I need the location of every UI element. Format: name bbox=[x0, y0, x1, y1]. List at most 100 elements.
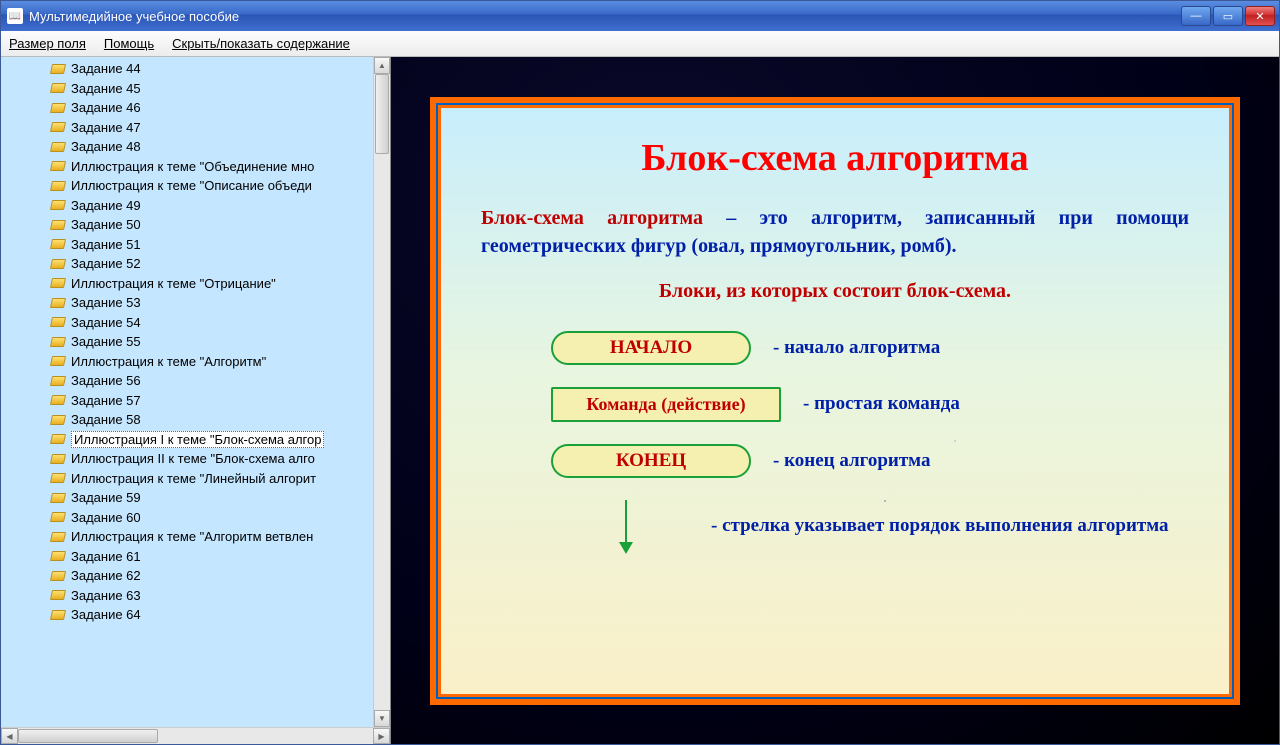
tree-item-label: Иллюстрация I к теме "Блок-схема алгор bbox=[71, 431, 324, 448]
toc-tree: Задание 44 Задание 45Задание 46 Задание 47… bbox=[1, 57, 390, 727]
book-icon bbox=[50, 473, 66, 483]
definition-term: Блок-схема алгоритма bbox=[481, 207, 703, 229]
tree-item-label: Задание 62 bbox=[71, 568, 141, 583]
book-icon bbox=[50, 337, 66, 347]
tree-item[interactable]: Иллюстрация к теме "Объединение мно bbox=[1, 157, 390, 177]
block-end-desc: - конец алгоритма bbox=[773, 450, 931, 472]
slide-viewer: Блок-схема алгоритма Блок-схема алгоритм… bbox=[391, 57, 1279, 744]
app-icon: 📖 bbox=[7, 8, 23, 24]
block-end-row: КОНЕЦ - конец алгоритма bbox=[481, 444, 1189, 478]
book-icon bbox=[50, 493, 66, 503]
slide-definition: Блок-схема алгоритма – это алгоритм, зап… bbox=[481, 204, 1189, 260]
tree-item[interactable]: Иллюстрация к теме "Алгоритм" bbox=[1, 352, 390, 372]
tree-item[interactable]: Задание 49 bbox=[1, 196, 390, 216]
block-start-row: НАЧАЛО - начало алгоритма bbox=[481, 331, 1189, 365]
book-icon bbox=[50, 103, 66, 113]
tree-item[interactable]: Задание 63 bbox=[1, 586, 390, 606]
tree-item[interactable]: Задание 52 bbox=[1, 254, 390, 274]
book-icon bbox=[50, 415, 66, 425]
book-icon bbox=[50, 356, 66, 366]
scroll-up-button[interactable]: ▲ bbox=[374, 57, 390, 74]
tree-item[interactable]: Задание 53 bbox=[1, 293, 390, 313]
tree-item[interactable]: Задание 60 bbox=[1, 508, 390, 528]
sidebar: Задание 44 Задание 45Задание 46 Задание 47… bbox=[1, 57, 391, 744]
tree-item-label: Задание 63 bbox=[71, 588, 141, 603]
tree-item-label: Задание 55 bbox=[71, 334, 141, 349]
tree-item-label: Задание 49 bbox=[71, 198, 141, 213]
tree-item-label: Задание 64 bbox=[71, 607, 141, 622]
slide-subtitle: Блоки, из которых состоит блок-схема. bbox=[481, 280, 1189, 303]
menubar: Размер поля Помощь Скрыть/показать содер… bbox=[1, 31, 1279, 57]
menu-help[interactable]: Помощь bbox=[104, 36, 154, 51]
scroll-thumb[interactable] bbox=[375, 74, 389, 154]
tree-item[interactable]: Задание 59 bbox=[1, 488, 390, 508]
tree-item[interactable]: Задание 51 bbox=[1, 235, 390, 255]
tree-item[interactable]: Задание 56 bbox=[1, 371, 390, 391]
tree-item[interactable]: Задание 62 bbox=[1, 566, 390, 586]
book-icon bbox=[50, 200, 66, 210]
arrow-icon bbox=[611, 500, 641, 554]
tree-item-label: Задание 61 bbox=[71, 549, 141, 564]
menu-toggle-toc[interactable]: Скрыть/показать содержание bbox=[172, 36, 350, 51]
tree-item[interactable]: Иллюстрация I к теме "Блок-схема алгор bbox=[1, 430, 390, 450]
tree-item[interactable]: Иллюстрация к теме "Линейный алгорит bbox=[1, 469, 390, 489]
tree-item-label: Задание 59 bbox=[71, 490, 141, 505]
minimize-button[interactable]: — bbox=[1181, 6, 1211, 26]
tree-item[interactable]: Задание 64 bbox=[1, 605, 390, 625]
tree-item-label: Иллюстрация II к теме "Блок-схема алго bbox=[71, 451, 315, 466]
tree-item[interactable]: Задание 58 bbox=[1, 410, 390, 430]
tree-item-label: Иллюстрация к теме "Отрицание" bbox=[71, 276, 276, 291]
arrow-row: - стрелка указывает порядок выполнения а… bbox=[481, 500, 1189, 554]
horizontal-scrollbar[interactable]: ◀ ▶ bbox=[1, 727, 390, 744]
tree-item-label: Задание 48 bbox=[71, 139, 141, 154]
tree-item[interactable]: Задание 45 bbox=[1, 79, 390, 99]
book-icon bbox=[50, 64, 66, 74]
slide-inner-frame: Блок-схема алгоритма Блок-схема алгоритм… bbox=[436, 103, 1234, 699]
tree-item[interactable]: Иллюстрация к теме "Отрицание" bbox=[1, 274, 390, 294]
tree-item-label: Задание 44 bbox=[71, 61, 141, 76]
book-icon bbox=[50, 512, 66, 522]
tree-item-label: Задание 56 bbox=[71, 373, 141, 388]
tree-item[interactable]: Задание 47 bbox=[1, 118, 390, 138]
book-icon bbox=[50, 239, 66, 249]
book-icon bbox=[50, 220, 66, 230]
tree-item[interactable]: Иллюстрация к теме "Описание объеди bbox=[1, 176, 390, 196]
book-icon bbox=[50, 83, 66, 93]
close-button[interactable]: ✕ bbox=[1245, 6, 1275, 26]
tree-item-label: Задание 47 bbox=[71, 120, 141, 135]
tree-item-label: Задание 50 bbox=[71, 217, 141, 232]
scroll-down-button[interactable]: ▼ bbox=[374, 710, 390, 727]
hscroll-thumb[interactable] bbox=[18, 729, 158, 743]
scroll-left-button[interactable]: ◀ bbox=[1, 728, 18, 744]
vertical-scrollbar[interactable]: ▲ ▼ bbox=[373, 57, 390, 727]
book-icon bbox=[50, 317, 66, 327]
book-icon bbox=[50, 610, 66, 620]
app-window: 📖 Мультимедийное учебное пособие — ▭ ✕ Р… bbox=[0, 0, 1280, 745]
book-icon bbox=[50, 259, 66, 269]
block-command: Команда (действие) bbox=[551, 387, 781, 422]
tree-item[interactable]: Иллюстрация к теме "Алгоритм ветвлен bbox=[1, 527, 390, 547]
tree-item-label: Задание 52 bbox=[71, 256, 141, 271]
slide-frame: Блок-схема алгоритма Блок-схема алгоритм… bbox=[430, 97, 1240, 705]
tree-item[interactable]: Задание 46 bbox=[1, 98, 390, 118]
hscroll-track[interactable] bbox=[18, 728, 373, 744]
tree-item[interactable]: Иллюстрация II к теме "Блок-схема алго bbox=[1, 449, 390, 469]
tree-item-label: Задание 60 bbox=[71, 510, 141, 525]
tree-item[interactable]: Задание 54 bbox=[1, 313, 390, 333]
book-icon bbox=[50, 142, 66, 152]
tree-item[interactable]: Задание 48 bbox=[1, 137, 390, 157]
tree-item[interactable]: Задание 55 bbox=[1, 332, 390, 352]
block-end: КОНЕЦ bbox=[551, 444, 751, 478]
slide-content: Блок-схема алгоритма Блок-схема алгоритм… bbox=[441, 108, 1229, 694]
tree-item[interactable]: Задание 61 bbox=[1, 547, 390, 567]
block-command-row: Команда (действие) - простая команда bbox=[481, 387, 1189, 422]
tree-item-label: Иллюстрация к теме "Описание объеди bbox=[71, 178, 312, 193]
maximize-button[interactable]: ▭ bbox=[1213, 6, 1243, 26]
book-icon bbox=[50, 551, 66, 561]
tree-item-label: Задание 53 bbox=[71, 295, 141, 310]
tree-item[interactable]: Задание 57 bbox=[1, 391, 390, 411]
menu-field-size[interactable]: Размер поля bbox=[9, 36, 86, 51]
scroll-right-button[interactable]: ▶ bbox=[373, 728, 390, 744]
tree-item[interactable]: Задание 44 bbox=[1, 59, 390, 79]
tree-item[interactable]: Задание 50 bbox=[1, 215, 390, 235]
